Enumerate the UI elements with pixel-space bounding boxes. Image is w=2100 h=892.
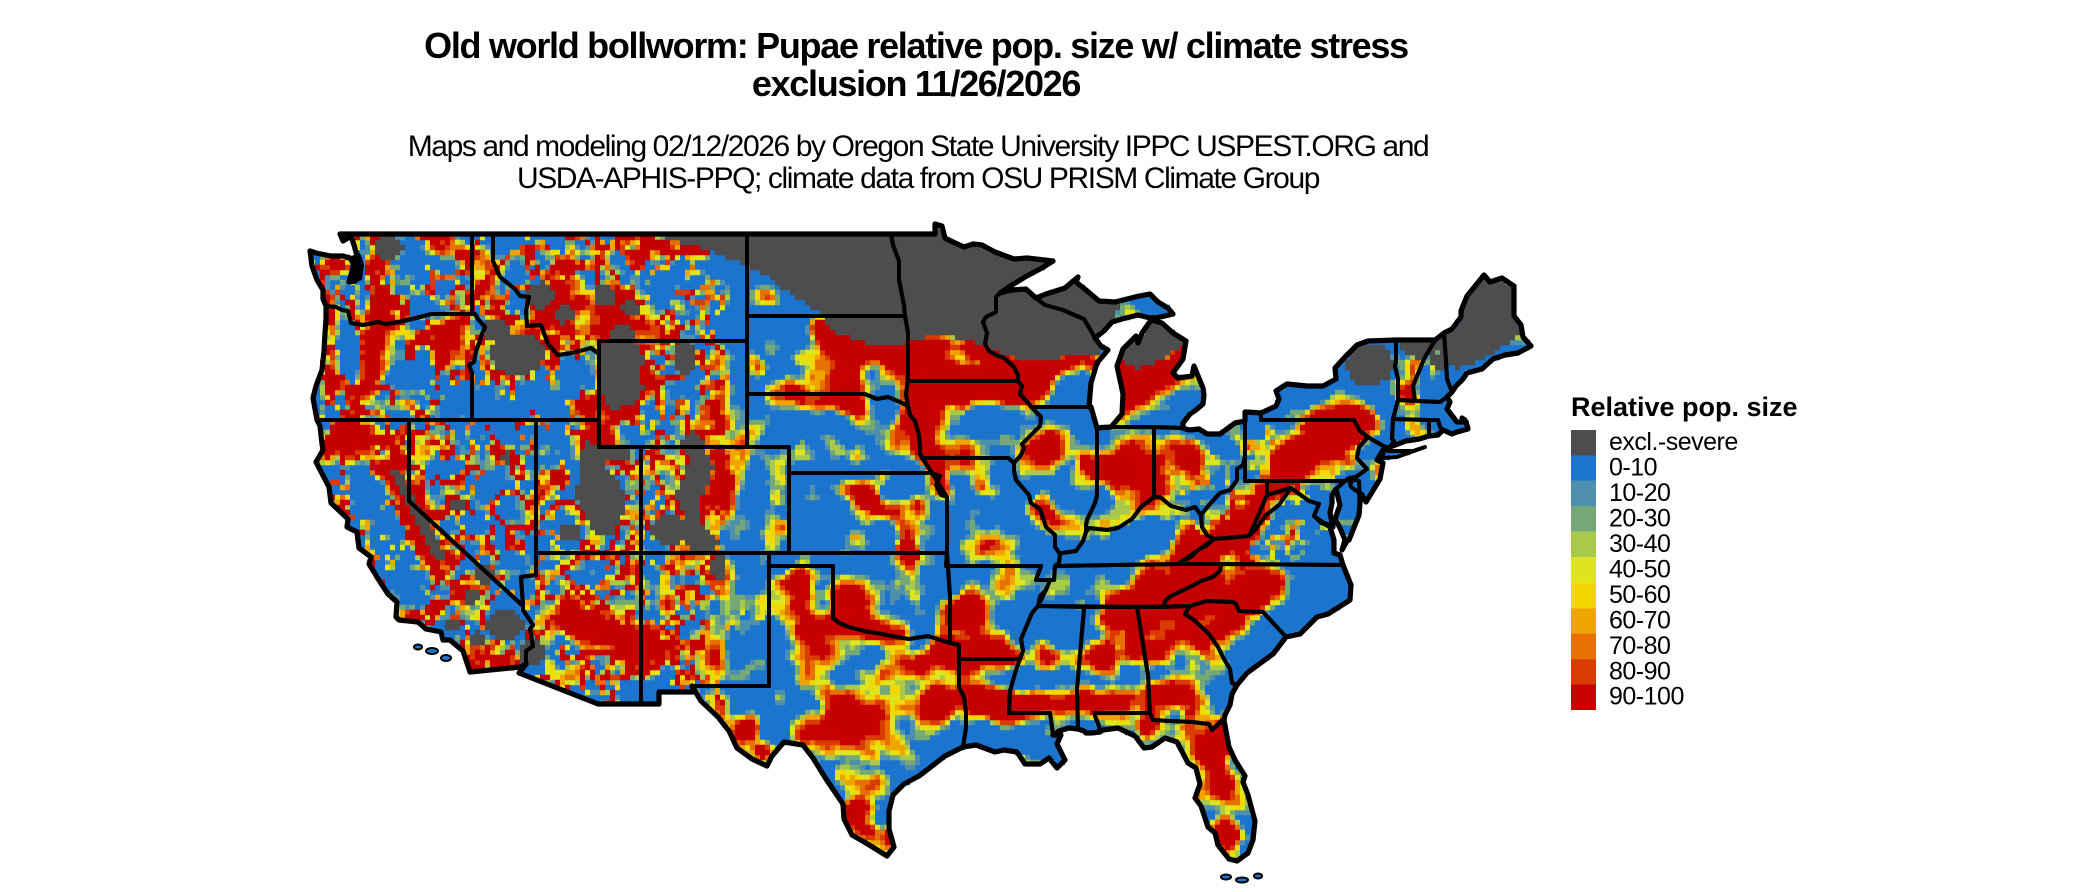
svg-text:70-80: 70-80 — [1609, 632, 1670, 660]
svg-text:0-10: 0-10 — [1609, 454, 1657, 482]
svg-text:Relative pop. size: Relative pop. size — [1571, 392, 1798, 422]
svg-text:40-50: 40-50 — [1609, 556, 1670, 584]
svg-text:30-40: 30-40 — [1609, 530, 1670, 558]
svg-text:excl.-severe: excl.-severe — [1609, 428, 1738, 456]
svg-text:20-30: 20-30 — [1609, 505, 1670, 533]
svg-text:Old world bollworm: Pupae rela: Old world bollworm: Pupae relative pop. … — [424, 25, 1408, 66]
svg-text:exclusion 11/26/2026: exclusion 11/26/2026 — [752, 63, 1081, 104]
svg-text:80-90: 80-90 — [1609, 657, 1670, 685]
svg-text:60-70: 60-70 — [1609, 606, 1670, 634]
svg-text:USDA-APHIS-PPQ; climate data f: USDA-APHIS-PPQ; climate data from OSU PR… — [517, 162, 1320, 195]
svg-text:90-100: 90-100 — [1609, 683, 1684, 711]
svg-text:50-60: 50-60 — [1609, 581, 1670, 609]
svg-text:Maps and modeling 02/12/2026 b: Maps and modeling 02/12/2026 by Oregon S… — [408, 130, 1429, 163]
svg-text:10-20: 10-20 — [1609, 479, 1670, 507]
